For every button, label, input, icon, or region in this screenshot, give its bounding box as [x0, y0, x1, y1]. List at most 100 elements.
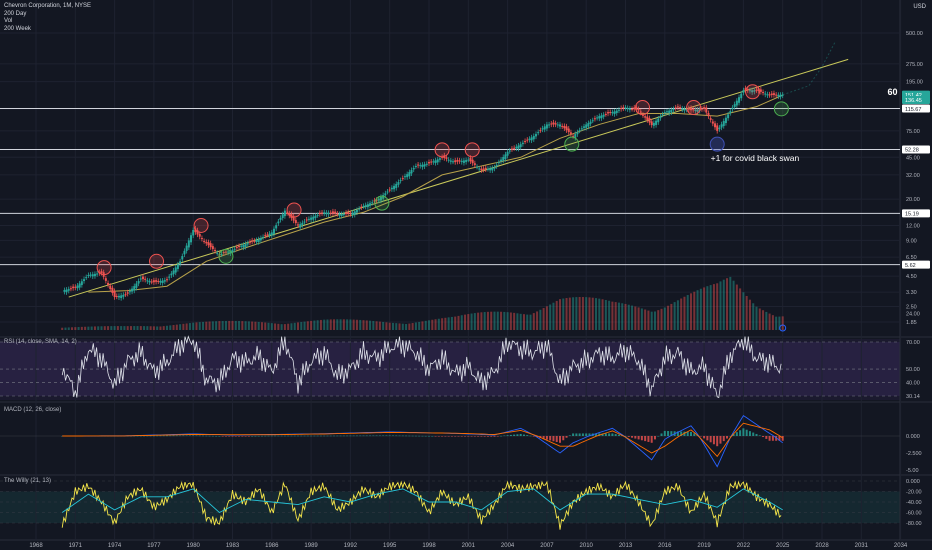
- macd-histogram-bar: [398, 435, 401, 437]
- volume-bar: [159, 326, 162, 330]
- y-tick-label: 32.00: [906, 173, 920, 179]
- volume-bar: [247, 321, 250, 330]
- macd-histogram-bar: [437, 436, 440, 437]
- volume-bar: [202, 321, 205, 330]
- volume-bar: [113, 326, 116, 330]
- candle-body: [637, 109, 640, 111]
- macd-histogram-bar: [333, 435, 336, 437]
- annotation-covid: +1 for covid black swan: [711, 153, 800, 163]
- macd-histogram-bar: [516, 434, 519, 436]
- volume-bar: [152, 326, 155, 330]
- volume-bar: [739, 288, 742, 330]
- candle-body: [727, 114, 730, 119]
- macd-histogram-bar: [758, 435, 761, 436]
- candle-body: [770, 93, 773, 96]
- volume-bar: [198, 322, 201, 330]
- candle-body: [720, 124, 723, 128]
- volume-bar: [601, 299, 604, 330]
- volume-bar: [775, 316, 778, 330]
- candle-body: [366, 204, 369, 208]
- candle-body: [294, 220, 297, 224]
- candle-body: [644, 116, 647, 118]
- volume-bar: [339, 319, 342, 330]
- candle-body: [473, 163, 476, 165]
- macd-histogram-bar: [143, 435, 146, 437]
- volume-bar: [169, 325, 172, 330]
- macd-histogram-bar: [617, 434, 620, 436]
- volume-bar: [195, 322, 198, 330]
- willy-pane-label[interactable]: The Willy (21, 13): [4, 478, 52, 484]
- volume-bar: [647, 310, 650, 330]
- indicator-200-day[interactable]: 200 Day: [4, 10, 27, 17]
- macd-histogram-bar: [221, 436, 224, 437]
- candle-body: [482, 168, 485, 170]
- macd-histogram-bar: [480, 436, 483, 437]
- macd-histogram-bar: [401, 435, 404, 437]
- volume-bar: [231, 320, 234, 330]
- candle-body: [78, 283, 81, 288]
- rsi-pane-label[interactable]: RSI (14, close, SMA, 14, 2): [4, 339, 77, 345]
- candle-body: [72, 286, 75, 289]
- macd-histogram-bar: [388, 435, 391, 436]
- candle-body: [753, 90, 756, 92]
- macd-histogram-bar: [555, 436, 558, 443]
- candle-body: [386, 191, 389, 193]
- macd-histogram-bar: [182, 435, 185, 437]
- candle-body: [491, 167, 494, 171]
- candle-body: [292, 216, 295, 221]
- macd-histogram-bar: [228, 436, 231, 437]
- indicator-vol[interactable]: Vol: [4, 18, 13, 25]
- candle-body: [661, 114, 664, 116]
- volume-bar: [513, 312, 516, 330]
- candle-body: [600, 115, 603, 119]
- candle-body: [436, 159, 439, 163]
- macd-histogram-bar: [703, 436, 706, 439]
- top-marker-circle: [635, 100, 651, 116]
- candle-body: [351, 212, 354, 216]
- candle-body: [657, 118, 660, 123]
- candle-body: [633, 107, 636, 110]
- macd-histogram-bar: [450, 436, 453, 437]
- candle-body: [67, 289, 70, 291]
- volume-bar: [653, 311, 656, 330]
- candle-body: [742, 90, 745, 93]
- macd-histogram-bar: [267, 435, 270, 437]
- volume-bar: [143, 326, 146, 330]
- volume-bar: [257, 321, 260, 330]
- macd-histogram-bar: [490, 436, 493, 437]
- candle-body: [412, 168, 415, 170]
- macd-histogram-bar: [372, 435, 375, 437]
- candle-body: [220, 253, 223, 255]
- candle-body: [286, 212, 289, 214]
- price-badge-label: 136.45: [905, 98, 922, 104]
- candle-body: [329, 212, 332, 214]
- x-tick-label: 1983: [226, 543, 240, 549]
- candle-body: [497, 162, 500, 164]
- macd-histogram-bar: [699, 436, 702, 437]
- candle-body: [325, 212, 328, 215]
- volume-bar: [326, 319, 329, 330]
- macd-histogram-bar: [431, 435, 434, 437]
- candle-body: [672, 109, 675, 111]
- macd-histogram-bar: [375, 435, 378, 437]
- macd-histogram-bar: [657, 436, 660, 437]
- macd-histogram-bar: [588, 433, 591, 436]
- candle-body: [342, 213, 345, 215]
- candle-body: [76, 285, 79, 289]
- volume-bar: [617, 302, 620, 330]
- macd-histogram-bar: [188, 435, 191, 437]
- volume-bar: [156, 326, 159, 330]
- volume-bar: [542, 308, 545, 330]
- candle-body: [733, 104, 736, 107]
- volume-bar: [496, 311, 499, 330]
- macd-pane-label[interactable]: MACD (12, 26, close): [4, 407, 62, 413]
- macd-histogram-bar: [247, 436, 250, 437]
- candle-body: [353, 211, 356, 215]
- candle-body: [613, 111, 616, 115]
- y-tick-label: 20.00: [906, 197, 920, 203]
- volume-bar: [365, 320, 368, 330]
- volume-bar: [712, 284, 715, 330]
- volume-bar: [673, 302, 676, 330]
- indicator-200-week[interactable]: 200 Week: [4, 25, 31, 32]
- symbol-title[interactable]: Chevron Corporation, 1M, NYSE: [4, 3, 92, 9]
